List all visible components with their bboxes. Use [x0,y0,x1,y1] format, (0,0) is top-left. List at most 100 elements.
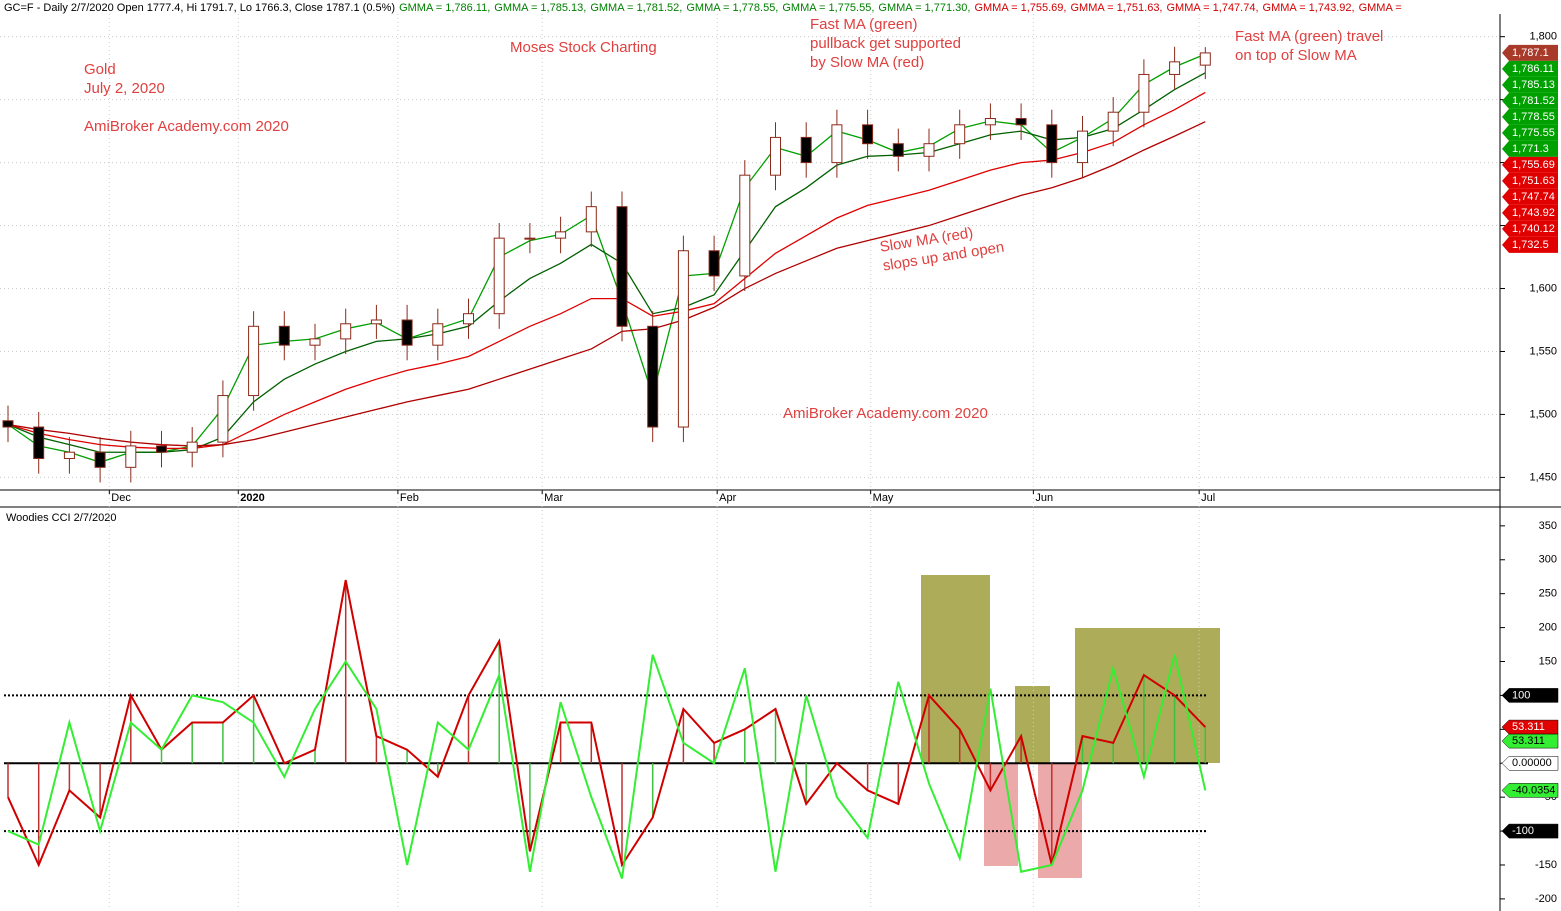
candle-body [370,319,382,325]
header-segment: GMMA = 1,785.13, [494,2,586,14]
candle-body [1138,73,1150,113]
y-tick-label: 1,550 [1529,345,1557,357]
value-tag-label: 0.00000 [1512,757,1552,769]
price-tag [1502,236,1558,253]
price-tag [1502,108,1558,125]
candle-body [217,395,229,443]
price-tag-label: 1,778.55 [1512,111,1555,123]
price-tag-label: 1,743.92 [1512,207,1555,219]
candle-body [493,237,505,315]
x-tick-label: Feb [400,492,419,504]
price-tag [1502,76,1558,93]
candle-body [831,124,843,164]
price-tag-label: 1,747.74 [1512,191,1555,203]
y-tick-label: 1,450 [1529,471,1557,483]
price-tag-label: 1,751.63 [1512,175,1555,187]
x-tick-label: Jul [1201,492,1215,504]
price-tag [1502,188,1558,205]
candle-body [984,118,996,126]
price-tag-label: 1,732.5 [1512,239,1549,251]
candle-body [186,441,198,453]
candle-body [862,124,874,145]
price-tag-label: 1,740.12 [1512,223,1555,235]
price-tag-label: 1,785.13 [1512,79,1555,91]
value-tag [1501,755,1559,771]
candle-body [2,420,14,428]
candle-body [278,325,290,346]
price-tag [1502,60,1558,77]
annotation: Moses Stock Charting [510,39,657,56]
value-tag-label: -100 [1512,825,1534,837]
candle-body [309,338,321,346]
y-tick-label: 150 [1539,655,1557,667]
candle-body [125,445,137,468]
candle-body [401,319,413,346]
header-segment: GMMA = 1,778.55, [686,2,778,14]
candle-body [647,325,659,428]
header-segment: GMMA = 1,786.11, [399,2,490,14]
annotation: on top of Slow MA [1235,47,1357,64]
value-tag [1501,733,1559,749]
value-tag-label: -40.0354 [1512,784,1555,796]
y-tick-label: -150 [1535,859,1557,871]
price-tag [1502,124,1558,141]
annotation: July 2, 2020 [84,80,165,97]
annotation: AmiBroker Academy.com 2020 [84,118,289,135]
y-tick-label: -200 [1535,893,1557,905]
candle-body [1046,124,1058,164]
value-tag [1501,823,1559,839]
header-segment: GMMA = 1,781.52, [590,2,682,14]
price-tag [1502,172,1558,189]
value-tag-label: 53.311 [1512,721,1545,733]
candle-body [33,426,45,460]
price-tag [1502,156,1558,173]
candle-body [616,206,628,327]
price-tag-label: 1,771.3 [1512,143,1549,155]
value-tag [1501,688,1559,703]
value-tag-label: 53.311 [1512,735,1545,747]
price-tag-label: 1,775.55 [1512,127,1555,139]
highlight-box [984,763,1018,866]
header-segment: GMMA = 1,747.74, [1167,2,1259,14]
x-tick-label: May [873,492,894,504]
candle-body [770,136,781,176]
annotation: Fast MA (green) travel [1235,28,1383,45]
header-segment: GC=F - Daily 2/7/2020 Open 1777.4, Hi 17… [4,2,395,14]
annotation: AmiBroker Academy.com 2020 [783,405,988,422]
value-tag-label: 100 [1512,689,1530,701]
highlight-boxes [921,575,1220,878]
y-tick-label: 1,600 [1529,282,1557,294]
price-tag [1502,44,1558,61]
value-tag [1501,783,1559,798]
annotation: Fast MA (green) [810,16,918,33]
y-tick-label: 300 [1539,554,1557,566]
y-tick-label: 200 [1539,621,1557,633]
price-tag-label: 1,786.11 [1512,63,1554,75]
annotation: pullback get supported [810,35,961,52]
candle-body [739,174,751,277]
highlight-box [921,575,990,763]
candle-body [1169,61,1181,75]
header-segment: GMMA = 1,755.69, [974,2,1066,14]
header: GC=F - Daily 2/7/2020 Open 1777.4, Hi 17… [4,2,1402,14]
candle-body [63,451,75,460]
y-tick-label: 1,500 [1529,408,1557,420]
price-tag-label: 1,781.52 [1512,95,1555,107]
annotation: by Slow MA (red) [810,54,924,71]
candle-body [1077,130,1088,164]
cci-line [7,654,1207,879]
price-tag [1502,92,1558,109]
price-tag [1502,220,1558,237]
ma-line [7,91,1206,450]
price-tag-label: 1,787.1 [1512,47,1549,59]
y-tick-label: 1,800 [1529,31,1557,43]
cci-line [7,579,1207,868]
header-segment: GMMA = 1,771.30, [878,2,970,14]
highlight-box [1015,686,1050,763]
candle-body [585,206,597,233]
header-segment: GMMA = 1,743.92, [1263,2,1355,14]
candle-body [1107,111,1119,132]
candle-body [555,231,567,239]
candle-body [340,323,352,340]
